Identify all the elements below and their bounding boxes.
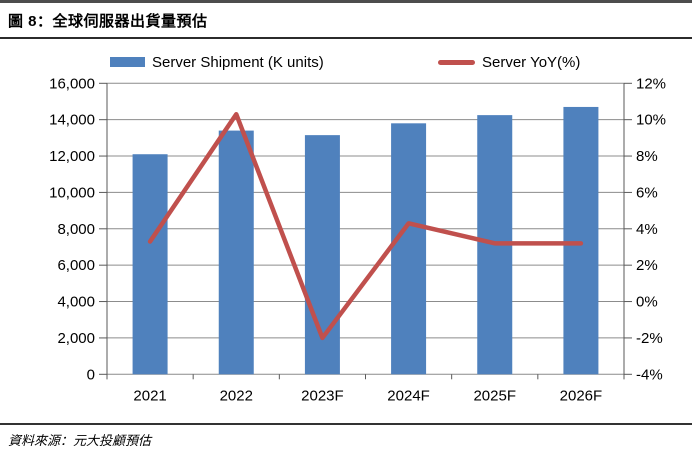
bar-2022: [218, 130, 254, 375]
left-axis-tick-label: 14,000: [49, 112, 95, 129]
legend-label-yoy: Server YoY(%): [482, 53, 581, 71]
legend-label-shipment: Server Shipment (K units): [152, 53, 324, 71]
left-axis-tick-label: 4,000: [57, 294, 95, 311]
bar-2026F: [563, 106, 599, 375]
x-axis-label: 2021: [133, 387, 166, 404]
bottom-divider: [0, 423, 692, 425]
left-axis-tick-label: 8,000: [57, 221, 95, 238]
legend-item-shipment: Server Shipment (K units): [110, 52, 324, 72]
right-axis-tick-label: 2%: [636, 257, 658, 274]
legend-line-swatch: [438, 59, 475, 65]
right-axis-tick-label: -2%: [636, 330, 663, 347]
legend-item-yoy: Server YoY(%): [438, 52, 580, 72]
right-axis-tick-label: 4%: [636, 221, 658, 238]
x-axis-label: 2023F: [301, 387, 344, 404]
right-axis-tick-label: 0%: [636, 294, 658, 311]
title-divider: [0, 37, 692, 39]
right-axis-tick-label: 12%: [636, 75, 666, 92]
bar-2024F: [391, 123, 427, 375]
right-axis-tick-label: -4%: [636, 366, 663, 383]
left-axis-tick-label: 10,000: [49, 184, 95, 201]
figure-title: 圖 8：全球伺服器出貨量預估: [8, 13, 208, 30]
bar-2021: [132, 154, 168, 375]
right-axis-tick-label: 10%: [636, 112, 666, 129]
x-axis-label: 2022: [220, 387, 253, 404]
source-note: 資料來源：元大投顧預估: [8, 433, 152, 448]
combo-chart: 16,000 12% 14,000 10% 12,000 8% 10,000 6% 8,000 4…: [49, 75, 666, 404]
right-axis-tick-label: 6%: [636, 184, 658, 201]
left-axis-tick-label: 12,000: [49, 148, 95, 165]
left-axis-tick-label: 16,000: [49, 75, 95, 92]
left-axis-tick-label: 2,000: [57, 330, 95, 347]
top-rule: [0, 0, 692, 3]
x-axis-label: 2024F: [387, 387, 430, 404]
left-axis-tick-label: 6,000: [57, 257, 95, 274]
yoy-line: [147, 111, 584, 341]
left-axis-tick-label: 0: [87, 366, 95, 383]
legend-bar-swatch: [110, 57, 145, 67]
right-axis-tick-label: 8%: [636, 148, 658, 165]
x-axis-label: 2025F: [473, 387, 516, 404]
x-axis-label: 2026F: [560, 387, 603, 404]
